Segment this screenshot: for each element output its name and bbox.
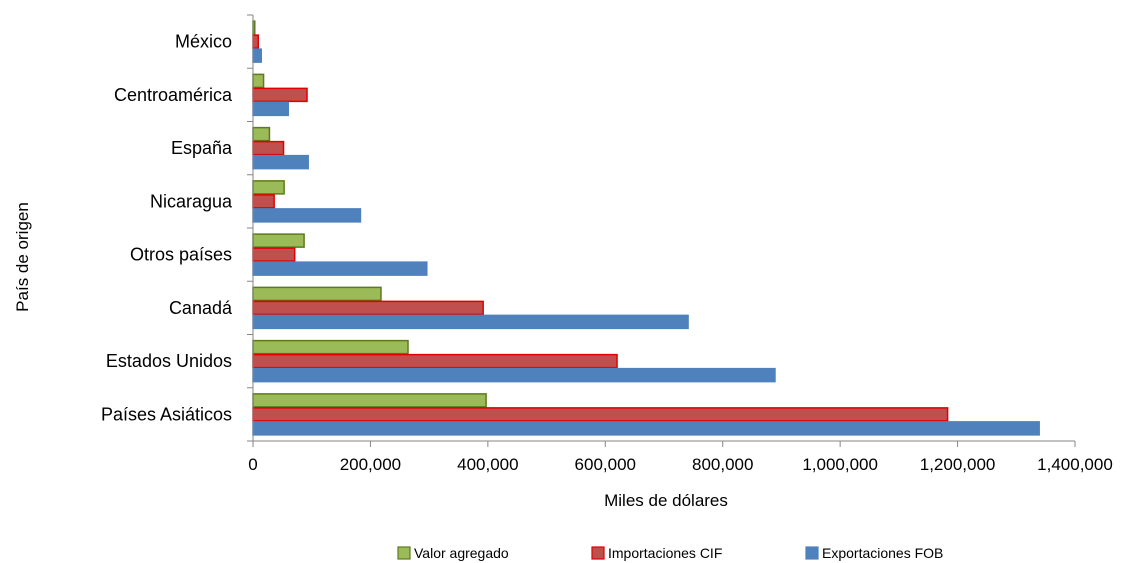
bar-1-8: [252, 393, 487, 408]
x-tick-label: 1,400,000: [1037, 455, 1113, 474]
bar-3-8: [252, 421, 1040, 436]
bar-1-2: [252, 73, 265, 89]
x-tick-label: 1,000,000: [802, 455, 878, 474]
labels-group: México Centroamérica España Nicaragua Otros …: [101, 32, 1113, 474]
bar-3-7: [252, 367, 776, 383]
x-tick-label: 0: [248, 455, 257, 474]
category-label: España: [171, 138, 233, 158]
bar-2-8: [252, 407, 949, 422]
legend-label: Valor agregado: [414, 545, 509, 561]
legend: Valor agregado Importaciones CIF Exportaci…: [397, 545, 943, 561]
legend-label: Exportaciones FOB: [822, 545, 943, 561]
x-axis-title: Miles de dólares: [604, 491, 728, 510]
category-label: Canadá: [169, 298, 233, 318]
legend-label: Importaciones CIF: [608, 545, 722, 561]
bar-2-5: [252, 247, 296, 262]
category-label: Otros países: [130, 245, 232, 265]
bars-group: [252, 20, 1040, 436]
bar-2-7: [252, 353, 618, 369]
bar-1-3: [252, 126, 271, 142]
legend-swatch: [591, 546, 605, 560]
bar-3-3: [252, 154, 309, 170]
bar-2-3: [252, 140, 285, 156]
category-label: Centroamérica: [114, 85, 233, 105]
bar-2-4: [252, 194, 275, 209]
x-tick-label: 200,000: [340, 455, 401, 474]
bar-3-1: [252, 48, 262, 63]
category-label: Nicaragua: [150, 191, 233, 211]
bar-1-6: [252, 286, 382, 302]
bar-2-1: [252, 34, 260, 49]
bar-3-4: [252, 208, 362, 223]
bar-1-4: [252, 180, 285, 195]
axes-group: [247, 14, 1076, 447]
x-tick-label: 1,200,000: [920, 455, 996, 474]
bar-3-5: [252, 261, 428, 276]
bar-2-6: [252, 300, 484, 316]
x-tick-label: 600,000: [575, 455, 636, 474]
category-label: Estados Unidos: [106, 351, 232, 371]
legend-swatch: [805, 546, 819, 560]
legend-swatch: [397, 546, 411, 560]
bar-3-2: [252, 101, 289, 117]
x-tick-label: 400,000: [457, 455, 518, 474]
bar-2-2: [252, 87, 308, 103]
bar-3-6: [252, 314, 689, 330]
x-tick-label: 800,000: [692, 455, 753, 474]
category-label: México: [175, 32, 232, 52]
bar-1-7: [252, 339, 409, 355]
category-label: Países Asiáticos: [101, 404, 232, 424]
bar-1-5: [252, 233, 305, 248]
y-axis-title: País de origen: [13, 202, 32, 312]
